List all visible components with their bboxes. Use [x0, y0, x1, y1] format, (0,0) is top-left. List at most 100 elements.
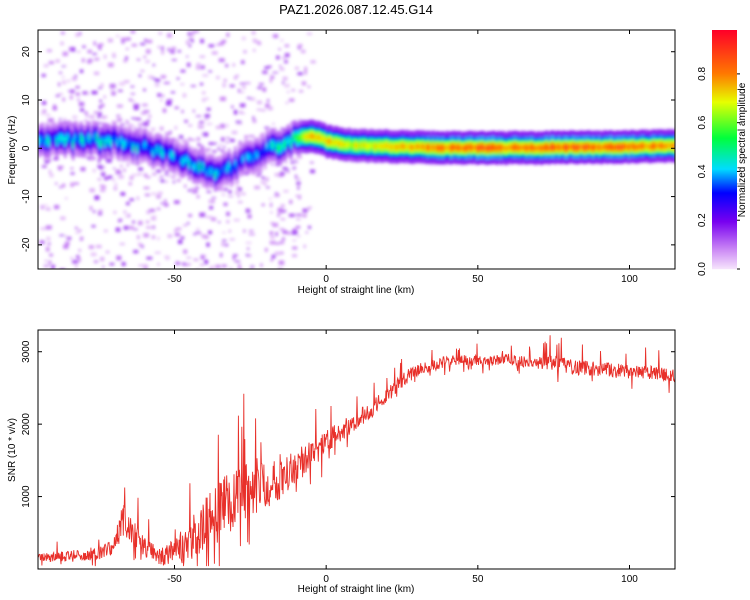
- spectrogram-cell: [56, 138, 59, 144]
- spectrogram-cell: [270, 258, 273, 262]
- spectrogram-cell: [272, 222, 279, 227]
- colorbar-band: [712, 230, 737, 232]
- spectrogram-cell: [348, 141, 351, 147]
- spectrogram-cell: [40, 205, 45, 210]
- spectrogram-cell: [157, 93, 162, 97]
- spectrogram-cell: [346, 142, 349, 148]
- spectrogram-cell: [157, 45, 161, 49]
- spectrogram-cell: [215, 264, 221, 269]
- colorbar-band: [712, 123, 737, 125]
- spectrogram-cell: [223, 145, 226, 149]
- snr-y-label: SNR (10 * v/v): [7, 418, 18, 482]
- colorbar-band: [712, 69, 737, 71]
- spectrogram-cell: [271, 163, 274, 166]
- spectrogram-cell: [92, 134, 95, 140]
- colorbar-band: [712, 49, 737, 51]
- spectrogram-cell: [228, 190, 232, 194]
- spectrogram-cell: [298, 196, 301, 200]
- colorbar-band: [712, 105, 737, 107]
- spectrogram-cell: [102, 265, 105, 268]
- spectrogram-cell: [326, 139, 329, 145]
- spectrogram-cell: [48, 207, 51, 212]
- spectrogram-cell: [648, 144, 651, 150]
- spectrogram-cell: [180, 83, 185, 86]
- spectrogram-cell: [240, 157, 243, 163]
- spectrogram-cell: [156, 169, 161, 173]
- spectrogram-cell: [310, 60, 316, 64]
- spectrogram-cell: [191, 39, 194, 43]
- spectrogram-cell: [130, 30, 136, 34]
- colorbar-band: [712, 121, 737, 123]
- colorbar-band: [712, 222, 737, 224]
- spectrogram-cell: [258, 83, 264, 85]
- spectrogram-cell: [586, 144, 589, 150]
- spectrogram-cell: [243, 50, 247, 54]
- spectrogram-cell: [165, 170, 168, 174]
- spectrogram-cell: [560, 145, 563, 151]
- spectrogram-cell: [650, 144, 653, 150]
- spectrogram-cell: [280, 127, 284, 130]
- spectrogram-cell: [43, 109, 47, 113]
- colorbar-band: [712, 154, 737, 156]
- spectrogram-cell: [269, 240, 276, 245]
- spectrogram-cell: [231, 130, 238, 135]
- spectrogram-cell: [598, 144, 601, 150]
- colorbar-band: [712, 148, 737, 150]
- colorbar-band: [712, 225, 737, 227]
- spectrogram-cell: [181, 109, 184, 114]
- spectrogram-cell: [112, 134, 115, 140]
- spectrogram-cell: [49, 173, 54, 178]
- spectrogram-cell: [302, 133, 305, 140]
- colorbar-band: [712, 161, 737, 163]
- spectrogram-cell: [279, 240, 285, 245]
- spectrogram-cell: [229, 138, 235, 142]
- spectrogram-cell: [266, 143, 269, 149]
- colorbar-band: [712, 245, 737, 247]
- spectrogram-cell: [404, 144, 407, 150]
- colorbar-band: [712, 234, 737, 236]
- spectrogram-cell: [168, 234, 173, 238]
- spectrogram-cell: [152, 150, 155, 156]
- spectrogram-cell: [218, 170, 221, 176]
- spectrogram-cell: [125, 48, 129, 50]
- spectrogram-cell: [142, 103, 148, 107]
- colorbar-band: [712, 118, 737, 120]
- spectrogram-cell: [92, 169, 96, 173]
- colorbar-band: [712, 188, 737, 190]
- spectrogram-cell: [120, 192, 126, 196]
- spectrogram-cell: [157, 236, 160, 241]
- spectrogram-cell: [164, 180, 168, 183]
- spectrogram-cell: [624, 143, 627, 150]
- spectrogram-cell: [166, 99, 173, 102]
- spectrogram-cell: [223, 79, 227, 82]
- spectrogram-cell: [632, 143, 635, 150]
- spectrogram-cell: [270, 235, 275, 239]
- spectrogram-cell: [260, 133, 264, 137]
- spectrogram-cell: [146, 210, 151, 214]
- spectrogram-cell: [638, 144, 641, 150]
- colorbar-band: [712, 147, 737, 149]
- spectrogram-cell: [199, 65, 205, 70]
- colorbar-band: [712, 200, 737, 202]
- spectrogram-cell: [530, 144, 533, 151]
- spectrogram-cell: [538, 145, 541, 151]
- colorbar-band: [712, 43, 737, 45]
- spectrogram-cell: [144, 193, 150, 197]
- spectrogram-cell: [82, 138, 85, 144]
- spectrogram-cell: [76, 255, 80, 259]
- spectrogram-cell: [412, 144, 415, 151]
- spectrogram-cell: [253, 49, 256, 52]
- spectrogram-cell: [280, 145, 283, 151]
- spectrogram-cell: [143, 110, 150, 113]
- spectrogram-cell: [305, 231, 309, 234]
- colorbar-band: [712, 58, 737, 60]
- spectrogram-cell: [136, 146, 139, 152]
- colorbar-band: [712, 41, 737, 43]
- spectrogram-cell: [159, 126, 164, 131]
- spectrogram-cell: [138, 74, 142, 77]
- spectrogram-cell: [640, 143, 643, 149]
- spectrogram-cell: [87, 59, 92, 64]
- spectrogram-cell: [114, 183, 118, 186]
- spectrogram-cell: [218, 221, 221, 224]
- spectrogram-cell: [50, 136, 53, 142]
